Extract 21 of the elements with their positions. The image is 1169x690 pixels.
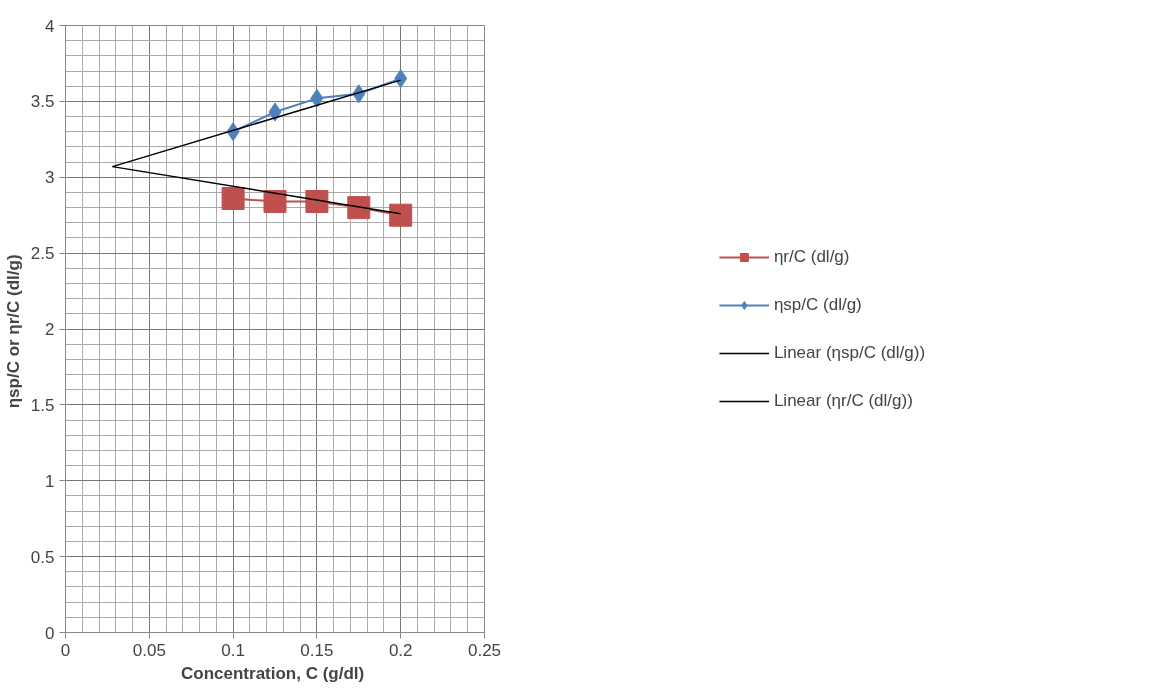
x-tick-label: 0.2 (388, 640, 413, 660)
legend-label: Linear (ηr/C (dl/g)) (773, 390, 913, 411)
legend-label: Linear (ηsp/C (dl/g)) (773, 342, 926, 363)
x-tick-label: 0.15 (300, 640, 334, 660)
x-tick-label: 0.05 (132, 640, 166, 660)
y-tick-label: 1.5 (30, 395, 55, 415)
y-tick-label: 3 (45, 168, 55, 188)
legend-label: ηsp/C (dl/g) (773, 294, 862, 315)
y-tick-label: 0.5 (30, 547, 55, 567)
y-tick-label: 2.5 (30, 244, 55, 264)
x-tick-label: 0 (60, 640, 71, 660)
legend-label: ηr/C (dl/g) (773, 246, 850, 267)
y-axis-title: ηsp/C or ηr/C (dl/g) (3, 254, 23, 409)
x-axis-title: Concentration, C (g/dl) (181, 663, 365, 683)
x-tick-label: 0.25 (467, 640, 502, 660)
y-tick-label: 3.5 (30, 92, 55, 112)
y-tick-label: 1 (45, 471, 55, 491)
y-tick-label: 2 (45, 320, 55, 339)
y-tick-label: 0 (45, 623, 55, 643)
y-tick-label: 4 (45, 16, 55, 36)
x-tick-label: 0.1 (221, 640, 245, 660)
